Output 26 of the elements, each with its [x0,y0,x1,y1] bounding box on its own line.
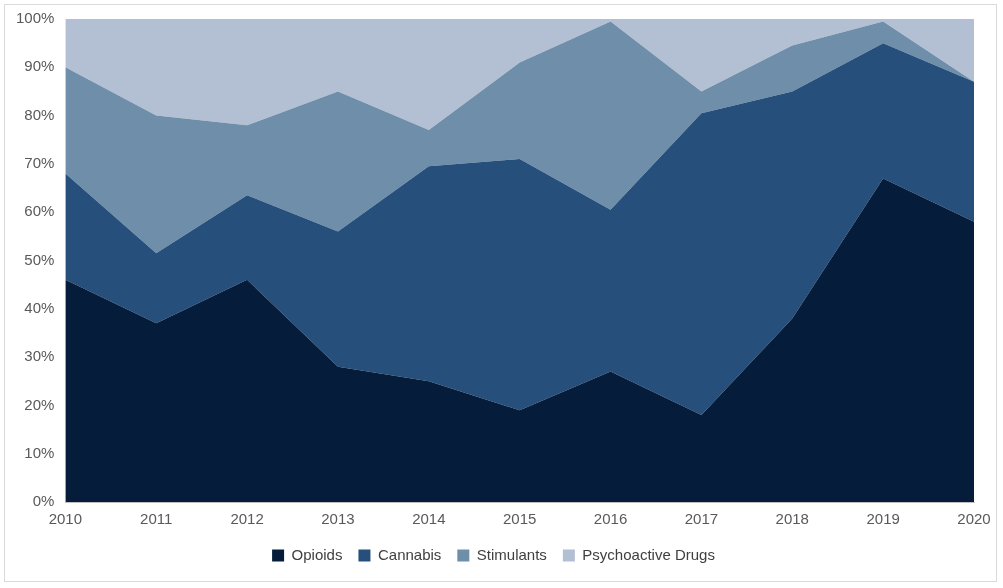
x-tick-label: 2016 [593,510,628,528]
y-tick-label: 10% [24,443,55,461]
x-tick-label: 2020 [957,510,991,528]
y-tick-label: 50% [24,250,55,268]
x-tick-label: 2013 [321,510,355,528]
y-tick-label: 90% [24,57,55,75]
x-tick-label: 2012 [230,510,264,528]
y-tick-label: 40% [24,298,55,316]
legend-label: Stimulants [476,545,547,563]
x-tick-label: 2018 [775,510,809,528]
x-tick-label: 2014 [412,510,446,528]
y-tick-label: 20% [24,395,55,413]
y-tick-label: 80% [24,105,55,123]
y-tick-label: 60% [24,202,55,220]
x-tick-label: 2019 [866,510,900,528]
legend-label: Cannabis [377,545,442,563]
y-tick-label: 30% [24,347,55,365]
y-tick-label: 100% [15,9,55,27]
x-tick-label: 2011 [140,510,173,528]
legend-label: Opioids [291,545,343,563]
y-tick-label: 70% [24,154,55,172]
y-tick-label: 0% [32,492,55,510]
x-tick-label: 2015 [502,510,537,528]
x-tick-label: 2017 [684,510,719,528]
x-tick-label: 2010 [48,510,83,528]
legend-label: Psychoactive Drugs [582,545,715,563]
